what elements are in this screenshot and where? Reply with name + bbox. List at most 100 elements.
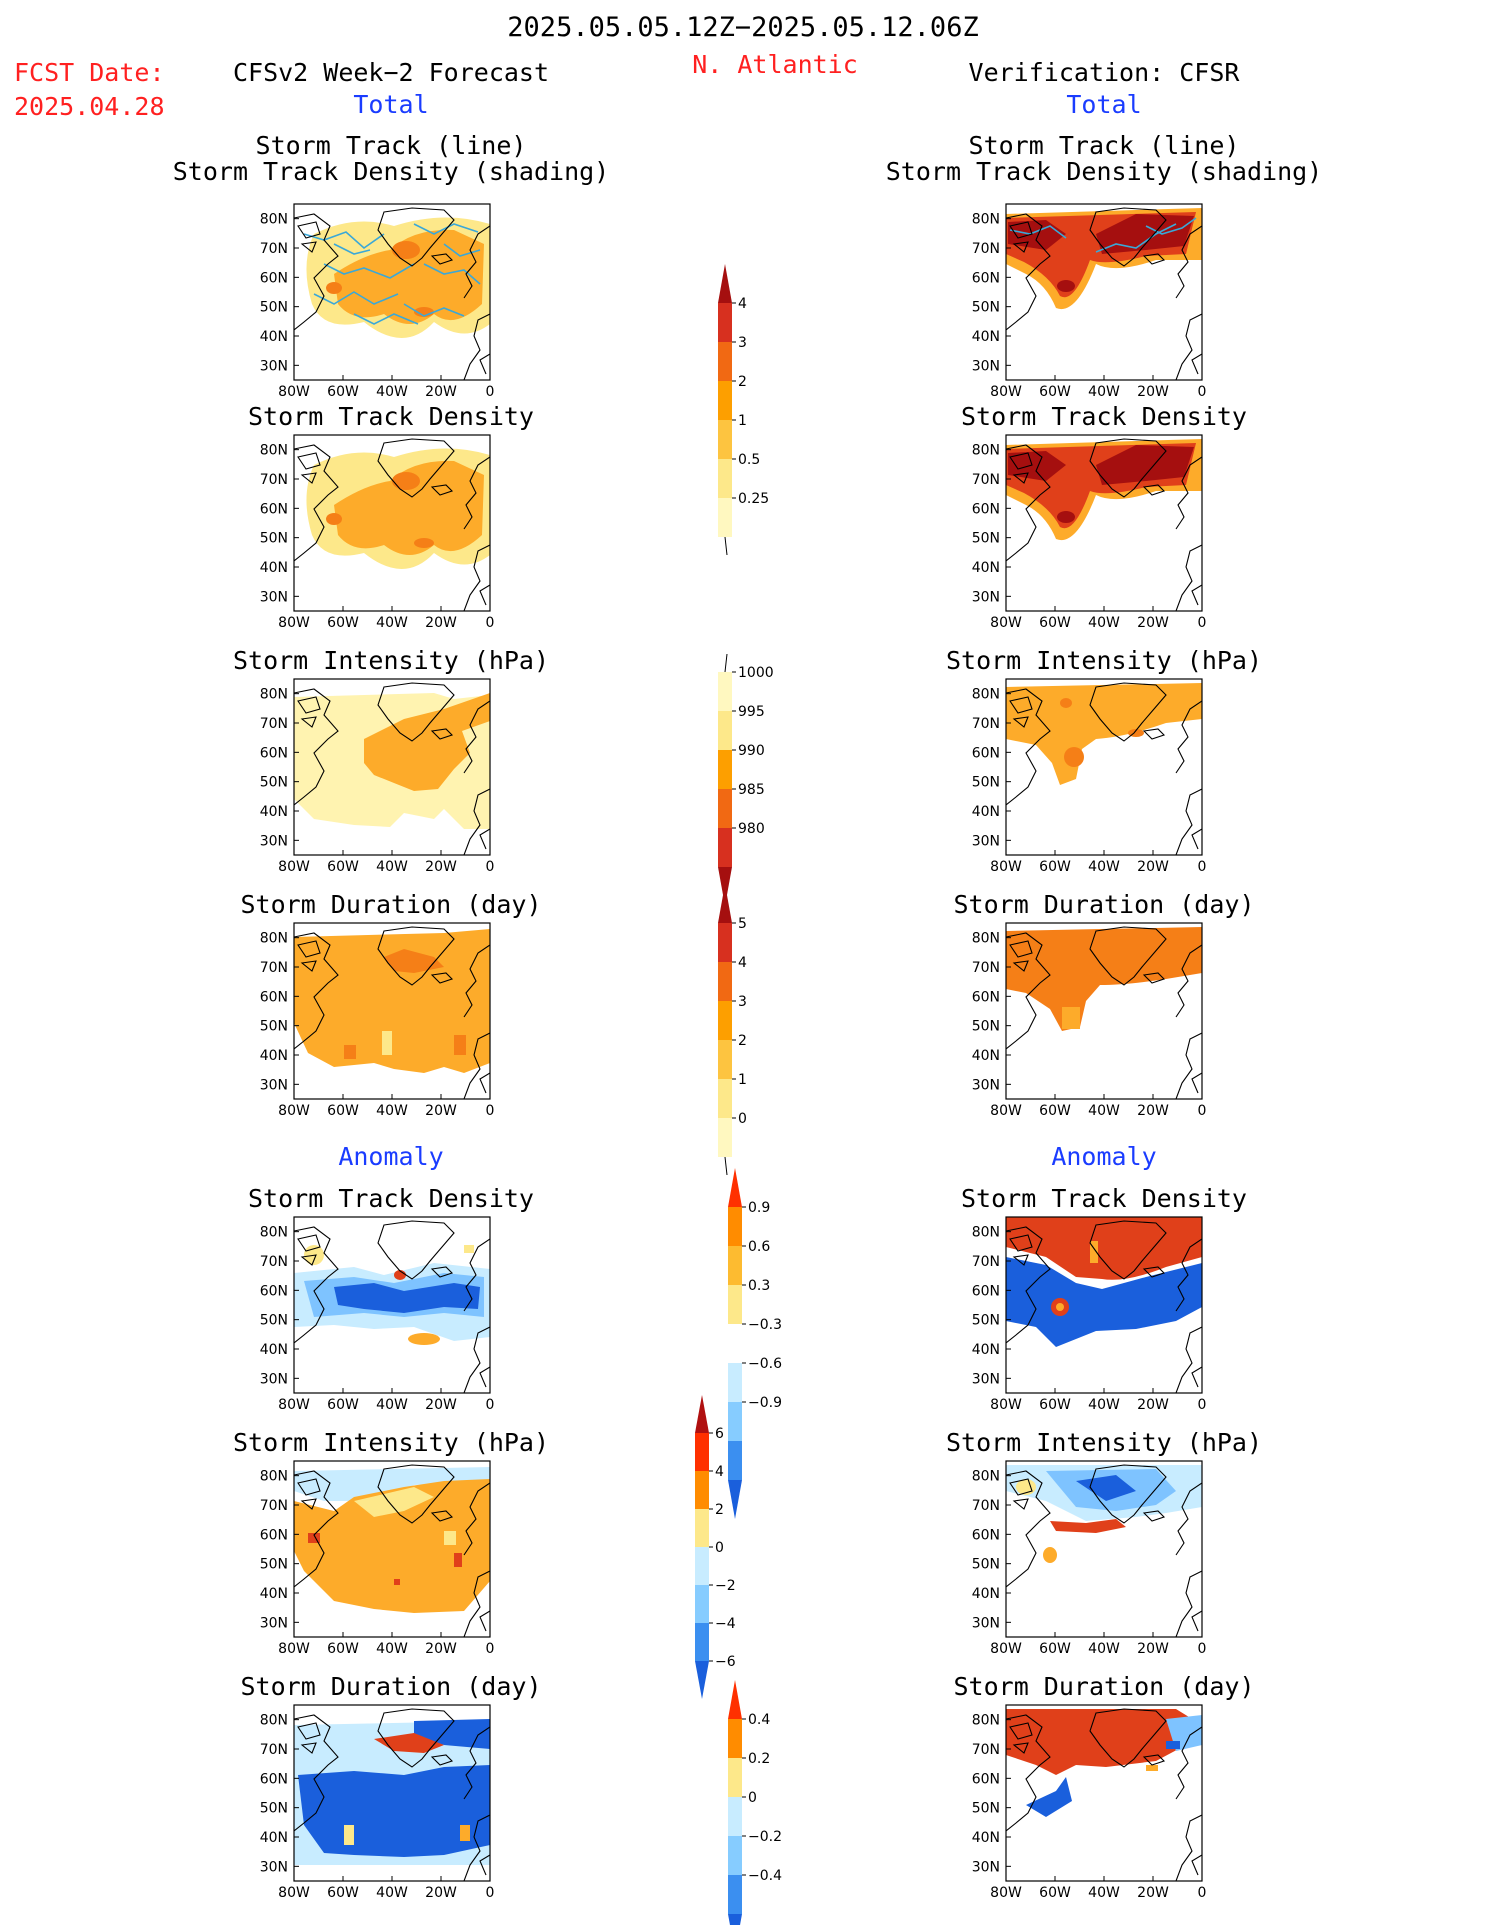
fcst-duration-map-lon-label: 40W xyxy=(376,1103,408,1119)
obs-anom-intensity-map-coastline xyxy=(1089,1464,1167,1524)
obs-anom-intensity-map-coastline xyxy=(1009,1478,1033,1496)
colorbar-anom_density-swatch xyxy=(728,1402,742,1441)
obs-anom-density-map-shade xyxy=(1090,1241,1098,1263)
fcst-anom-intensity-map-lat-label: 80N xyxy=(260,1469,288,1485)
fcst-duration-map-lat-label: 30N xyxy=(260,1077,288,1093)
fcst-anom-duration-map-coastline xyxy=(463,1814,490,1881)
fcst-anom-intensity-map-lon-label: 40W xyxy=(376,1641,408,1657)
fcst-intensity-map-lon-label: 60W xyxy=(327,859,359,875)
colorbar-anom_density-label: 0.6 xyxy=(748,1239,770,1255)
fcst-anom-duration-map-coastline xyxy=(377,1708,455,1768)
obs-intensity-map-lon-label: 40W xyxy=(1088,859,1120,875)
obs-anom-intensity-map-lon-label: 60W xyxy=(1039,1641,1071,1657)
fcst-anom-density-map: 80N 70N 60N 50N 40N 30N 80W 60W 40W 20W 0 xyxy=(260,1216,494,1413)
fcst-track-map-track-line xyxy=(403,303,465,317)
fcst-anom-duration-map-shade xyxy=(460,1825,470,1841)
obs-density-map-coastline xyxy=(1012,472,1029,484)
obs-track-map-coastline xyxy=(1175,313,1202,380)
colorbar-anom_intensity-swatch xyxy=(695,1509,709,1547)
anomaly-label-right: Anomaly xyxy=(1051,1142,1157,1171)
obs-anom-duration-map-lon-label: 80W xyxy=(990,1885,1022,1901)
obs-anom-density-map-shade xyxy=(1006,1217,1202,1280)
fcst-track-map-lat-label: 70N xyxy=(260,241,288,257)
fcst-density-map-lat-label: 40N xyxy=(260,560,288,576)
obs-anom-duration-map-coastline xyxy=(1175,1814,1202,1881)
fcst-intensity-map-lat-label: 30N xyxy=(260,833,288,849)
fcst-duration-map-lat-label: 70N xyxy=(260,960,288,976)
obs-anom-duration-map-coastline xyxy=(1089,1708,1167,1768)
colorbar-anom_intensity-label: 2 xyxy=(715,1502,724,1518)
fcst-anom-density-map-coastline xyxy=(463,1326,490,1393)
colorbar-total_density-cap xyxy=(718,264,732,303)
fcst-anom-density-map-lat-label: 30N xyxy=(260,1371,288,1387)
fcst-duration-map-shade xyxy=(382,1031,392,1055)
fcst-anom-intensity-map-lon-label: 0 xyxy=(486,1641,495,1657)
obs-anom-duration-map-lat-label: 70N xyxy=(972,1742,1000,1758)
fcst-track-map-lon-label: 80W xyxy=(278,384,310,400)
fcst-density-map-lat-label: 30N xyxy=(260,589,288,605)
fcst-intensity-map-lon-label: 40W xyxy=(376,859,408,875)
colorbar-total_intensity-swatch xyxy=(718,828,732,867)
fcst-anom-intensity-map-coastline xyxy=(463,1482,490,1556)
fcst-anom-duration-map-lat-label: 40N xyxy=(260,1830,288,1846)
obs-anom-duration-map-lat-label: 60N xyxy=(972,1771,1000,1787)
fcst-intensity-map-lon-label: 20W xyxy=(425,859,457,875)
panel-title-track-line-left: Storm Track (line) xyxy=(255,131,527,160)
fcst-track-map-lon-label: 60W xyxy=(327,384,359,400)
fcst-density-map-lat-label: 80N xyxy=(260,443,288,459)
fcst-anom-intensity-map-shade xyxy=(454,1553,462,1567)
fcst-anom-duration-map-coastline xyxy=(297,1722,321,1740)
fcst-intensity-map-coastline xyxy=(430,728,454,740)
panel-title-anom-density-left: Storm Track Density xyxy=(248,1184,534,1213)
colorbar-total_duration-cap xyxy=(718,884,732,923)
fcst-anom-density-map-coastline xyxy=(430,1266,454,1278)
colorbar-total_intensity-swatch xyxy=(718,711,732,750)
colorbar-anom_duration-swatch xyxy=(728,1797,742,1836)
obs-anom-density-map-lon-label: 60W xyxy=(1039,1397,1071,1413)
fcst-anom-duration-map-lat-label: 80N xyxy=(260,1713,288,1729)
fcst-duration-map-coastline xyxy=(463,944,490,1018)
colorbar-anom_intensity-cap xyxy=(695,1661,709,1699)
fcst-intensity-map-coastline xyxy=(377,682,455,742)
fcst-anom-duration-map-lon-label: 60W xyxy=(327,1885,359,1901)
colorbar-anom_density-swatch xyxy=(728,1363,742,1402)
fcst-date-value: 2025.04.28 xyxy=(14,92,165,121)
fcst-track-map: 80N 70N 60N 50N 40N 30N 80W 60W 40W 20W 0 xyxy=(260,203,494,400)
fcst-anom-density-map-lon-label: 60W xyxy=(327,1397,359,1413)
obs-duration-map-lat-label: 30N xyxy=(972,1077,1000,1093)
colorbar-anom_duration-label: 0.4 xyxy=(748,1712,770,1728)
obs-anom-duration-map-coastline xyxy=(1009,1722,1033,1740)
obs-anom-density-map-lat-label: 30N xyxy=(972,1371,1000,1387)
fcst-track-map-track-line xyxy=(313,291,399,305)
obs-track-map-coastline xyxy=(1175,225,1202,299)
colorbar-total_duration-swatch xyxy=(718,962,732,1001)
fcst-track-map-coastline xyxy=(463,313,490,380)
fcst-anom-density-map-lat-label: 80N xyxy=(260,1225,288,1241)
obs-anom-duration-map-coastline xyxy=(1006,1714,1051,1832)
fcst-anom-duration-map-lat-label: 70N xyxy=(260,1742,288,1758)
fcst-duration-map-lat-label: 50N xyxy=(260,1019,288,1035)
obs-duration-map-lat-label: 70N xyxy=(972,960,1000,976)
obs-track-map-lat-label: 60N xyxy=(972,270,1000,286)
fcst-anom-intensity-map-shade xyxy=(308,1533,320,1543)
total-label-right: Total xyxy=(1066,90,1142,119)
colorbar-anom_duration-label: 0 xyxy=(748,1790,757,1806)
fcst-duration-map-coastline xyxy=(377,926,455,986)
colorbar-total_intensity-label: 980 xyxy=(738,821,765,837)
colorbar-anom_intensity-label: 0 xyxy=(715,1540,724,1556)
obs-density-map-lon-label: 80W xyxy=(990,615,1022,631)
obs-anom-duration-map-shade xyxy=(1006,1709,1202,1775)
colorbar-total_duration-label: 3 xyxy=(738,994,747,1010)
colorbar-anom_intensity-swatch xyxy=(695,1623,709,1661)
colorbar-anom_density-cap xyxy=(728,1168,742,1207)
fcst-density-map-coastline xyxy=(463,544,490,611)
colorbar-anom_density-label: −0.6 xyxy=(748,1356,782,1372)
colorbar-total_intensity-swatch xyxy=(718,750,732,789)
colorbar-total_duration-swatch xyxy=(718,923,732,962)
fcst-density-map-lon-label: 0 xyxy=(486,615,495,631)
obs-density-map-coastline xyxy=(1142,484,1166,496)
colorbar-total_intensity-swatch xyxy=(718,672,732,711)
colorbar-anom_intensity-label: −4 xyxy=(715,1616,736,1632)
obs-anom-intensity-map-coastline xyxy=(1175,1482,1202,1556)
fcst-duration-map-lon-label: 0 xyxy=(486,1103,495,1119)
